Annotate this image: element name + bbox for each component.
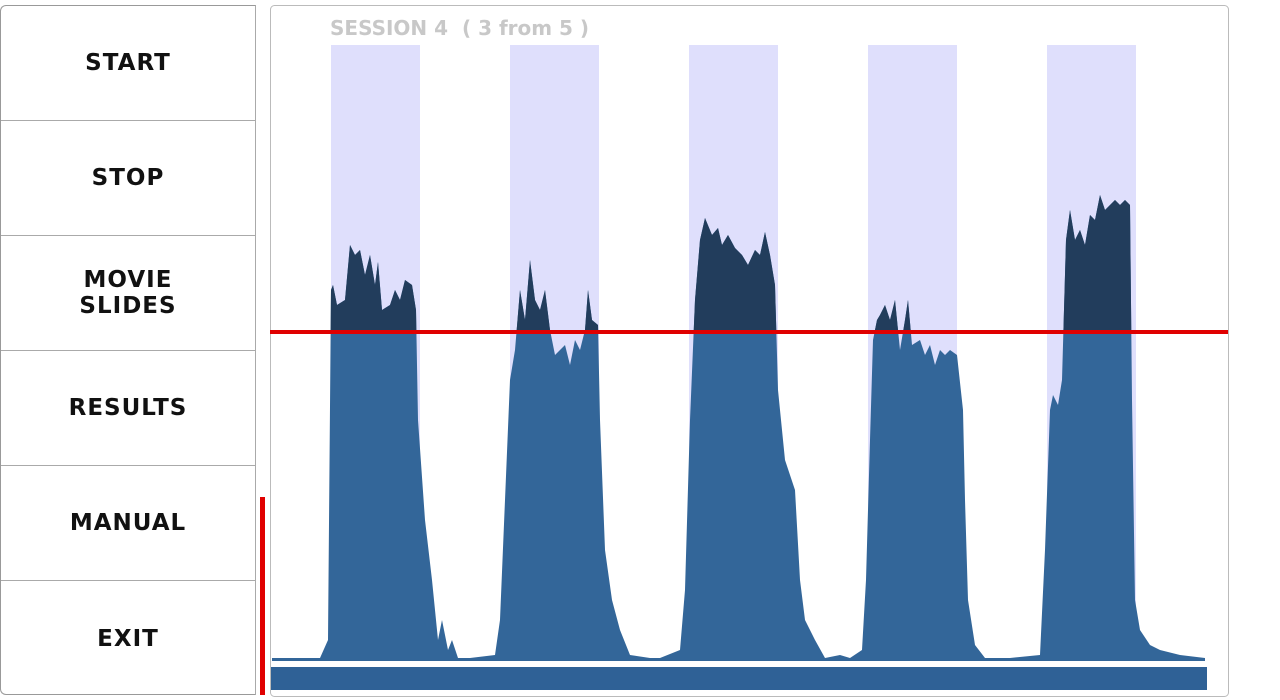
label: START xyxy=(85,50,171,76)
stimulus-bands xyxy=(331,45,1136,660)
label: RESULTS xyxy=(68,395,188,421)
movie-slides-button[interactable]: MOVIE SLIDES xyxy=(1,236,255,351)
results-button[interactable]: RESULTS xyxy=(1,351,255,466)
menu: START STOP MOVIE SLIDES RESULTS MANUAL EX… xyxy=(0,5,256,695)
session-label: SESSION 4 ( 3 from 5 ) xyxy=(330,16,589,40)
signal-wave xyxy=(272,195,1205,661)
label: STOP xyxy=(91,165,165,191)
exit-button[interactable]: EXIT xyxy=(1,581,255,696)
label: SLIDES xyxy=(79,293,177,319)
start-button[interactable]: START xyxy=(1,6,255,121)
timeline-bar xyxy=(271,667,1207,690)
label: EXIT xyxy=(97,625,159,652)
manual-button[interactable]: MANUAL xyxy=(1,466,255,581)
panel-frame xyxy=(270,5,1229,697)
signal-above-threshold xyxy=(272,195,1205,332)
stop-button[interactable]: STOP xyxy=(1,121,255,236)
label: MOVIE xyxy=(83,267,173,293)
label: MANUAL xyxy=(69,510,187,536)
progress-indicator xyxy=(260,497,265,695)
